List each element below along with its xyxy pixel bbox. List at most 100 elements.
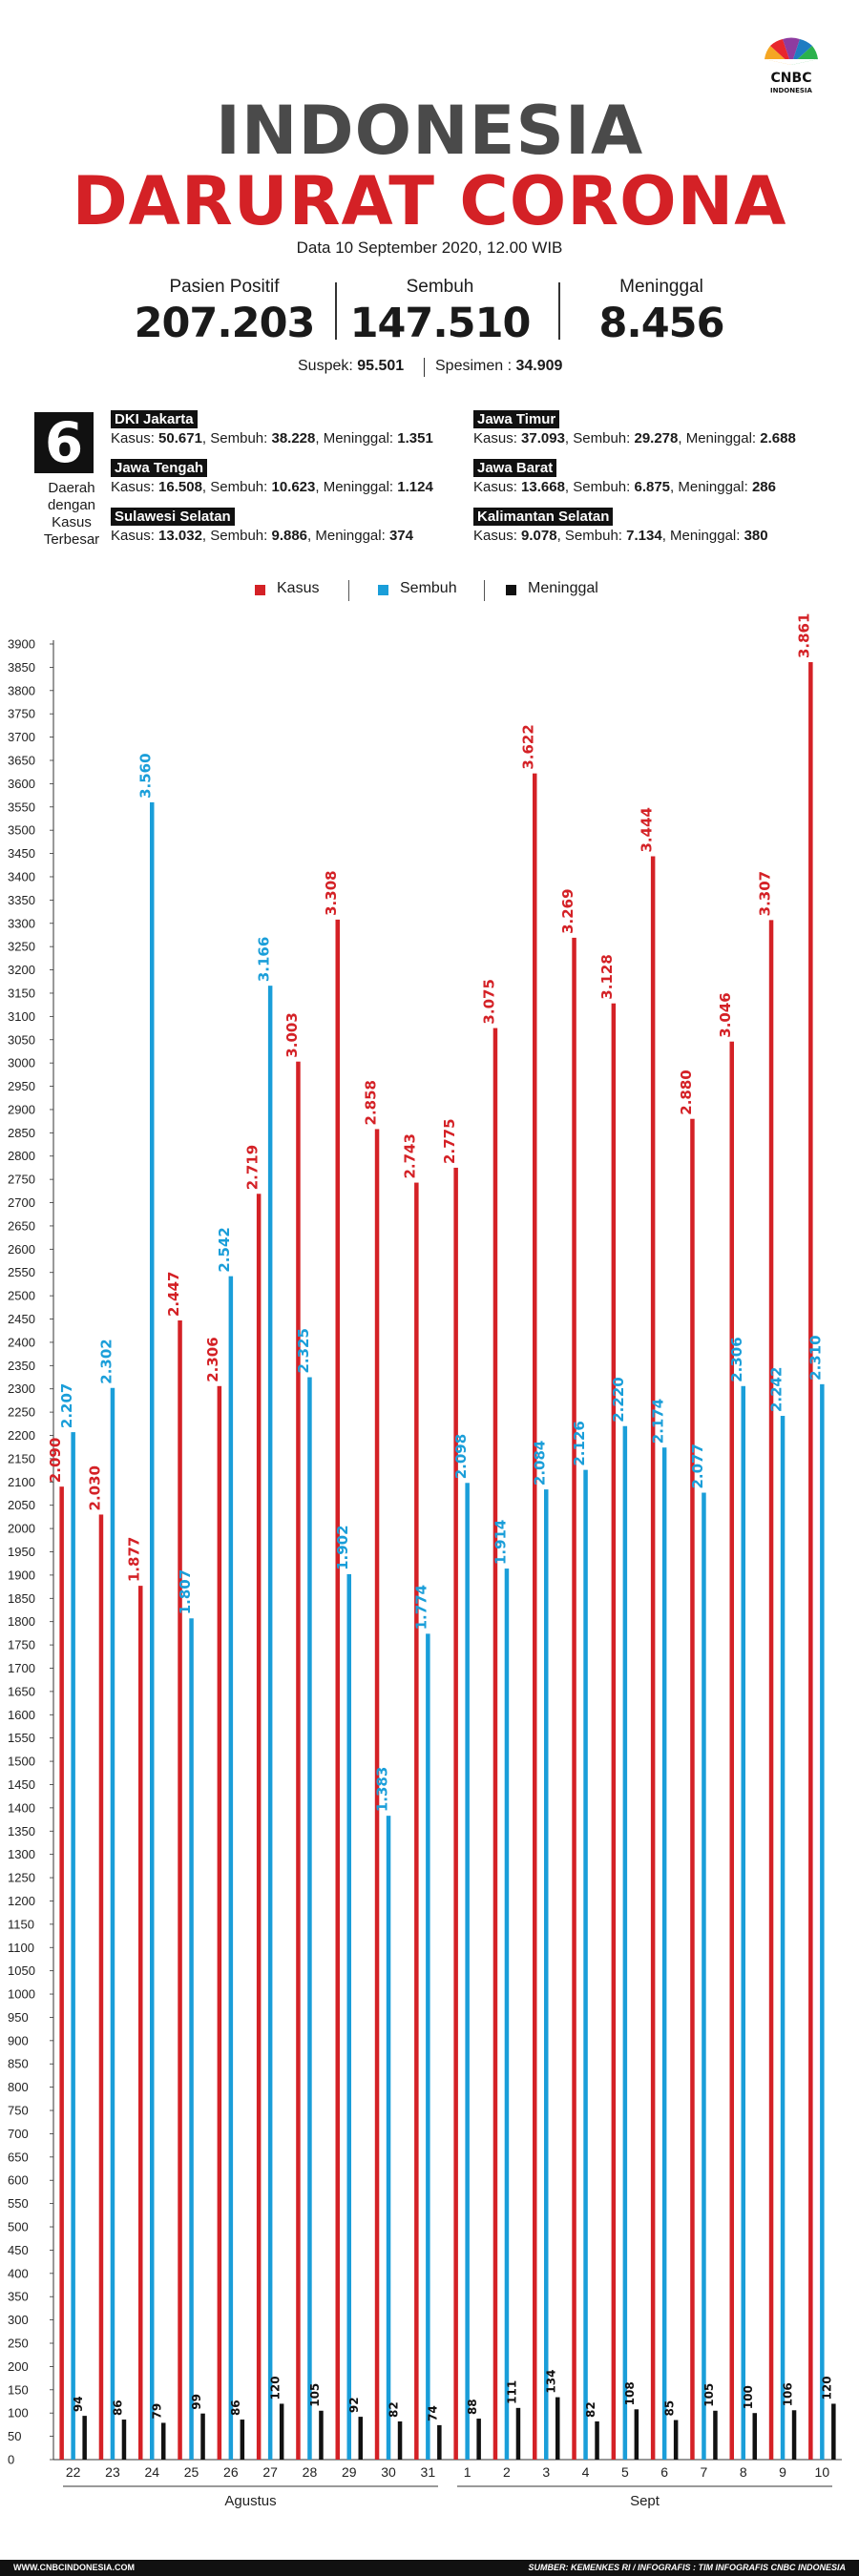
x-tick-label: 3	[542, 2464, 550, 2480]
y-tick-label: 3300	[8, 916, 35, 930]
bar-kasus	[453, 1167, 458, 2460]
data-label-sembuh: 2.098	[452, 1434, 470, 1479]
bar-sembuh	[150, 801, 155, 2460]
x-tick-label: 31	[421, 2464, 436, 2480]
y-tick-label: 3250	[8, 940, 35, 954]
bar-kasus	[217, 1385, 222, 2460]
y-tick-label: 2850	[8, 1126, 35, 1140]
region-item: Jawa Timur Kasus: 37.093, Sembuh: 29.278,…	[473, 410, 796, 447]
x-tick-label: 5	[621, 2464, 629, 2480]
x-tick-label: 4	[582, 2464, 590, 2480]
y-tick-label: 2700	[8, 1195, 35, 1210]
region-meninggal-value: 286	[751, 479, 776, 495]
caption-line: dengan	[47, 497, 96, 513]
group-label: Sept	[630, 2493, 660, 2509]
y-tick-label: 600	[8, 2173, 29, 2188]
y-tick-label: 2150	[8, 1451, 35, 1465]
x-tick-label: 27	[262, 2464, 278, 2480]
data-label-sembuh: 2.310	[807, 1335, 825, 1380]
data-label-kasus: 2.719	[244, 1145, 262, 1190]
y-tick-label: 1050	[8, 1963, 35, 1978]
stat-meninggal-label: Meninggal	[619, 277, 703, 297]
x-tick-label: 1	[464, 2464, 471, 2480]
data-label-sembuh: 1.383	[373, 1767, 390, 1812]
y-tick-label: 1750	[8, 1638, 35, 1652]
region-item: Sulawesi Selatan Kasus: 13.032, Sembuh: 9…	[111, 508, 413, 544]
data-label-sembuh: 2.242	[767, 1367, 785, 1412]
bar-kasus	[256, 1194, 262, 2460]
y-tick-label: 3000	[8, 1056, 35, 1070]
data-label-meninggal: 79	[151, 2403, 164, 2420]
bar-kasus	[572, 937, 576, 2460]
y-tick-label: 1650	[8, 1684, 35, 1698]
region-kasus-value: 13.032	[158, 528, 202, 544]
region-sembuh-value: 6.875	[634, 479, 671, 495]
y-tick-label: 1300	[8, 1847, 35, 1861]
y-tick-label: 3550	[8, 800, 35, 814]
bar-kasus	[335, 919, 340, 2460]
bar-meninggal	[752, 2413, 757, 2460]
region-name: DKI Jakarta	[111, 410, 198, 428]
caption-line: Daerah	[48, 480, 95, 496]
bar-sembuh	[228, 1276, 234, 2460]
data-label-meninggal: 120	[821, 2376, 834, 2399]
data-label-sembuh: 2.306	[728, 1337, 745, 1381]
y-tick-label: 1250	[8, 1871, 35, 1885]
region-kasus-label: Kasus:	[111, 479, 155, 495]
data-label-sembuh: 2.207	[58, 1383, 75, 1428]
x-tick-label: 24	[144, 2464, 159, 2480]
data-label-meninggal: 94	[72, 2396, 85, 2412]
x-tick-label: 26	[223, 2464, 239, 2480]
y-tick-label: 3050	[8, 1032, 35, 1047]
data-label-meninggal: 88	[466, 2399, 479, 2415]
bar-kasus	[808, 662, 813, 2460]
region-meninggal-value: 380	[744, 528, 768, 544]
bar-meninggal	[791, 2410, 797, 2460]
region-meninggal-label: Meninggal:	[315, 528, 386, 544]
region-meninggal-label: Meninggal:	[685, 430, 757, 447]
region-stats: Kasus: 50.671, Sembuh: 38.228, Meninggal…	[111, 430, 433, 447]
region-meninggal-label: Meninggal:	[678, 479, 748, 495]
x-tick-label: 2	[503, 2464, 511, 2480]
spesimen-label: Spesimen :	[435, 358, 513, 374]
y-tick-label: 3150	[8, 986, 35, 1000]
y-tick-label: 1700	[8, 1661, 35, 1675]
bar-sembuh	[504, 1568, 510, 2460]
y-tick-label: 3100	[8, 1009, 35, 1024]
y-tick-label: 700	[8, 2127, 29, 2141]
bar-sembuh	[307, 1377, 312, 2460]
y-tick-label: 2000	[8, 1522, 35, 1536]
data-label-kasus: 3.075	[480, 979, 497, 1024]
y-tick-label: 1600	[8, 1708, 35, 1722]
region-item: Jawa Barat Kasus: 13.668, Sembuh: 6.875, …	[473, 459, 776, 495]
data-label-sembuh: 2.542	[216, 1227, 233, 1272]
group-label: Agustus	[224, 2493, 276, 2509]
title-line-2: DARURAT CORONA	[72, 162, 787, 240]
x-tick-label: 10	[815, 2464, 830, 2480]
data-label-meninggal: 108	[623, 2381, 637, 2405]
bar-sembuh	[110, 1387, 115, 2460]
region-stats: Kasus: 13.032, Sembuh: 9.886, Meninggal:…	[111, 528, 413, 544]
y-tick-label: 3700	[8, 730, 35, 744]
region-meninggal-label: Meninggal:	[323, 479, 394, 495]
stat-sembuh-label: Sembuh	[406, 277, 474, 297]
data-label-sembuh: 3.166	[256, 937, 273, 982]
y-tick-label: 200	[8, 2359, 29, 2374]
data-label-kasus: 2.743	[402, 1133, 419, 1178]
data-label-kasus: 2.090	[47, 1438, 64, 1483]
stat-divider	[335, 282, 337, 340]
data-label-kasus: 2.775	[441, 1118, 458, 1163]
y-tick-label: 350	[8, 2290, 29, 2304]
y-tick-label: 1400	[8, 1800, 35, 1815]
bar-sembuh	[386, 1816, 391, 2460]
y-tick-label: 0	[8, 2453, 14, 2467]
y-tick-label: 3450	[8, 846, 35, 861]
y-tick-label: 900	[8, 2033, 29, 2047]
legend-kasus-label: Kasus	[277, 580, 320, 596]
data-label-kasus: 2.858	[362, 1080, 379, 1125]
y-tick-label: 450	[8, 2243, 29, 2257]
y-tick-label: 1950	[8, 1545, 35, 1559]
bar-meninggal	[82, 2416, 87, 2460]
bar-meninggal	[319, 2410, 324, 2460]
spesimen-text: Spesimen : 34.909	[435, 358, 562, 375]
